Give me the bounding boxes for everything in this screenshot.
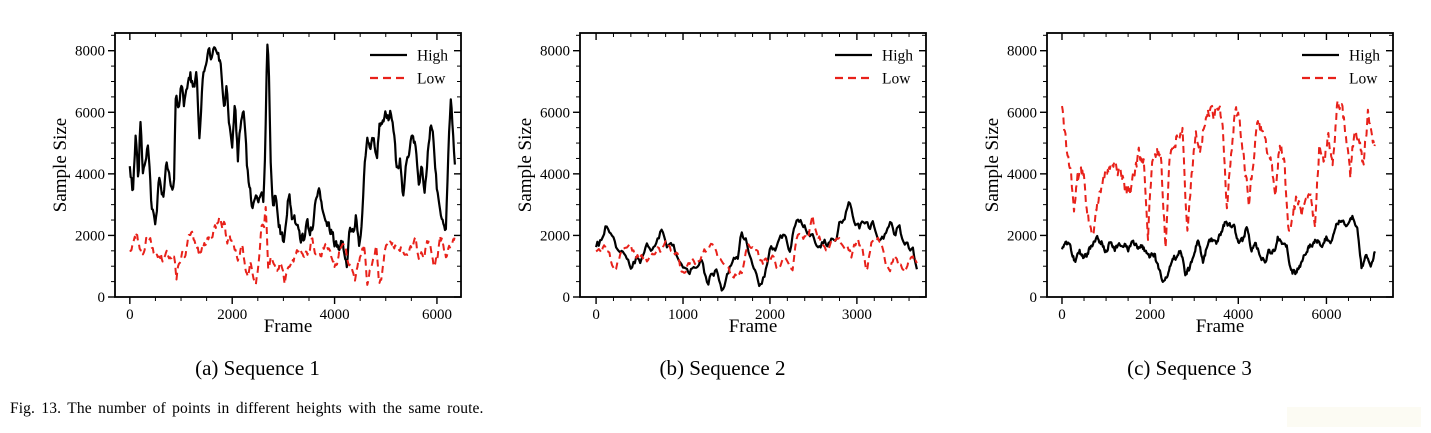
y-tick-label: 6000	[1007, 105, 1037, 121]
y-axis-label: Sample Size	[982, 118, 1003, 212]
figure-caption: Fig. 13. The number of points in differe…	[10, 400, 484, 417]
chart-a-canvas: 0 2000 4000 6000 0 2000 4000 6000 8000 Frame Sampl…	[50, 32, 462, 337]
watermark-highlight	[1287, 407, 1421, 427]
legend-low-label: Low	[417, 71, 446, 88]
y-tick-label: 6000	[75, 105, 105, 121]
chart-c-canvas: 0 2000 4000 6000 0 2000 4000 6000 8000 Frame Sampl…	[982, 32, 1394, 337]
series-high-line	[1060, 214, 1376, 283]
legend: High Low	[1302, 48, 1380, 88]
y-tick-label: 0	[98, 290, 106, 306]
y-axis-label: Sample Size	[50, 118, 71, 212]
series-high-line	[128, 43, 456, 269]
subfigure-a: 0 2000 4000 6000 0 2000 4000 6000 8000 Frame Sampl…	[50, 20, 465, 340]
series-low-line	[129, 206, 456, 286]
legend: High Low	[370, 48, 448, 88]
x-tick-label: 3000	[842, 307, 872, 323]
series-low-line	[595, 214, 918, 279]
legend-high-label: High	[1349, 48, 1380, 65]
x-tick-label: 0	[126, 307, 134, 323]
x-tick-label: 2000	[217, 307, 247, 323]
plot-frame	[579, 32, 927, 298]
x-tick-label: 4000	[1223, 307, 1253, 323]
y-axis-label: Sample Size	[515, 118, 536, 212]
x-tick-label: 2000	[755, 307, 785, 323]
y-tick-label: 0	[1030, 290, 1038, 306]
y-tick-label: 4000	[1007, 167, 1037, 183]
x-tick-label: 2000	[1135, 307, 1165, 323]
x-tick-label: 4000	[320, 307, 350, 323]
x-axis-label: Frame	[729, 316, 778, 337]
y-tick-label: 4000	[540, 167, 570, 183]
x-axis-label: Frame	[264, 316, 313, 337]
y-tick-label: 2000	[75, 228, 105, 244]
x-tick-label: 6000	[1311, 307, 1341, 323]
y-tick-label: 8000	[540, 44, 570, 60]
x-axis: 0 2000 4000 6000	[126, 33, 452, 323]
y-tick-label: 8000	[1007, 44, 1037, 60]
chart-b-canvas: 0 1000 2000 3000 0 2000 4000 6000 8000 Frame Sampl…	[515, 32, 927, 337]
legend-low-label: Low	[882, 71, 911, 88]
y-tick-label: 0	[563, 290, 571, 306]
y-tick-label: 2000	[1007, 228, 1037, 244]
subcaption-a: (a) Sequence 1	[195, 356, 320, 380]
subfigure-b: 0 1000 2000 3000 0 2000 4000 6000 8000 Frame Sampl…	[515, 20, 930, 340]
legend-low-label: Low	[1349, 71, 1378, 88]
y-tick-label: 4000	[75, 167, 105, 183]
x-axis-label: Frame	[1196, 316, 1245, 337]
subcaption-b: (b) Sequence 2	[659, 356, 786, 380]
legend: High Low	[835, 48, 913, 88]
x-tick-label: 0	[1058, 307, 1066, 323]
x-axis: 0 1000 2000 3000	[592, 33, 910, 323]
y-axis: 0 2000 4000 6000 8000	[75, 34, 461, 306]
y-axis: 0 2000 4000 6000 8000	[540, 34, 926, 306]
subcaption-c: (c) Sequence 3	[1127, 356, 1252, 380]
x-tick-label: 6000	[422, 307, 452, 323]
y-axis: 0 2000 4000 6000 8000	[1007, 34, 1393, 306]
y-tick-label: 6000	[540, 105, 570, 121]
x-tick-label: 0	[592, 307, 600, 323]
plot-frame	[1046, 32, 1394, 298]
x-tick-label: 1000	[668, 307, 698, 323]
y-tick-label: 8000	[75, 44, 105, 60]
x-axis: 0 2000 4000 6000	[1058, 33, 1372, 323]
y-tick-label: 2000	[540, 228, 570, 244]
legend-high-label: High	[882, 48, 913, 65]
legend-high-label: High	[417, 48, 448, 65]
series-low-line	[1061, 99, 1376, 249]
series-high-line	[595, 201, 918, 292]
plot-frame	[114, 32, 462, 298]
subfigure-c: 0 2000 4000 6000 0 2000 4000 6000 8000 Frame Sampl…	[982, 20, 1397, 340]
